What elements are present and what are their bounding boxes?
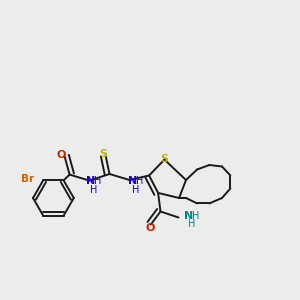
Text: O: O: [146, 223, 155, 233]
Text: H: H: [132, 185, 139, 195]
Text: S: S: [99, 148, 107, 159]
Text: N: N: [128, 176, 137, 187]
Text: O: O: [56, 149, 66, 160]
Text: Br: Br: [21, 174, 34, 184]
Text: N: N: [184, 211, 194, 221]
Text: S: S: [160, 154, 168, 164]
Text: H: H: [90, 185, 98, 195]
Text: H: H: [192, 211, 199, 221]
Text: N: N: [86, 176, 95, 187]
Text: H: H: [136, 176, 143, 187]
Text: H: H: [94, 176, 101, 187]
Text: H: H: [188, 219, 196, 229]
